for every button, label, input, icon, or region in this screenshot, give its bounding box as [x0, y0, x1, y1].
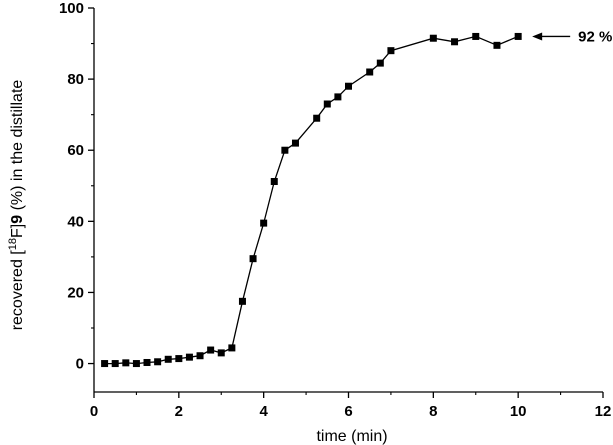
x-ticks: 0 2 4 6 8 10 12 [90, 392, 612, 420]
data-point [270, 178, 278, 186]
y-axis-title-compound: 9 [9, 215, 26, 224]
data-point [260, 219, 268, 227]
y-axis-title-suffix: (%) in the distillate [9, 80, 26, 215]
data-point [472, 32, 480, 40]
data-point [207, 346, 215, 354]
data-point [429, 34, 437, 42]
annotation-label: 92 % [578, 28, 612, 45]
data-point [366, 68, 374, 76]
data-point [217, 349, 225, 357]
x-tick-label: 2 [175, 403, 183, 420]
y-axis-title-superscript: 18 [7, 238, 19, 250]
y-axis-title-element: F] [9, 224, 26, 238]
data-point [238, 297, 246, 305]
y-tick-label: 80 [67, 71, 84, 88]
x-tick-label: 4 [259, 403, 268, 420]
annotation-arrow-head [532, 32, 543, 41]
annotation-92-percent: 92 % [532, 28, 612, 45]
y-tick-label: 20 [67, 284, 84, 301]
series-markers [101, 32, 522, 368]
data-point [334, 93, 342, 101]
y-axis-title-prefix: recovered [ [9, 250, 26, 331]
data-point [387, 47, 395, 55]
x-axis-title: time (min) [316, 428, 387, 445]
y-axis-title: recovered [18F]9 (%) in the distillate [7, 80, 26, 331]
x-tick-label: 8 [429, 403, 437, 420]
data-point [164, 355, 172, 363]
x-tick-label: 12 [595, 403, 612, 420]
data-point [514, 32, 522, 40]
y-tick-label: 0 [76, 356, 84, 373]
data-point [154, 358, 162, 366]
y-tick-label: 40 [67, 213, 84, 230]
data-point [122, 359, 130, 367]
series-line [104, 35, 519, 365]
data-point [111, 360, 119, 368]
y-tick-label: 100 [59, 0, 84, 17]
data-point [185, 353, 193, 361]
data-point [132, 360, 140, 368]
data-point [249, 255, 257, 263]
data-point [376, 59, 384, 67]
data-point [291, 139, 299, 147]
data-point [175, 355, 183, 363]
data-point [196, 352, 204, 360]
x-tick-label: 6 [344, 403, 352, 420]
x-tick-label: 10 [510, 403, 527, 420]
data-point [101, 360, 109, 368]
y-ticks: 0 20 40 60 80 100 [59, 0, 94, 373]
data-point [345, 82, 352, 90]
data-point [228, 344, 236, 352]
data-point [313, 114, 321, 122]
data-point [143, 358, 151, 366]
data-point [451, 38, 459, 46]
data-point [281, 146, 289, 154]
data-point [493, 41, 501, 49]
x-tick-label: 0 [90, 403, 98, 420]
y-tick-label: 60 [67, 142, 84, 159]
data-point [323, 100, 331, 108]
